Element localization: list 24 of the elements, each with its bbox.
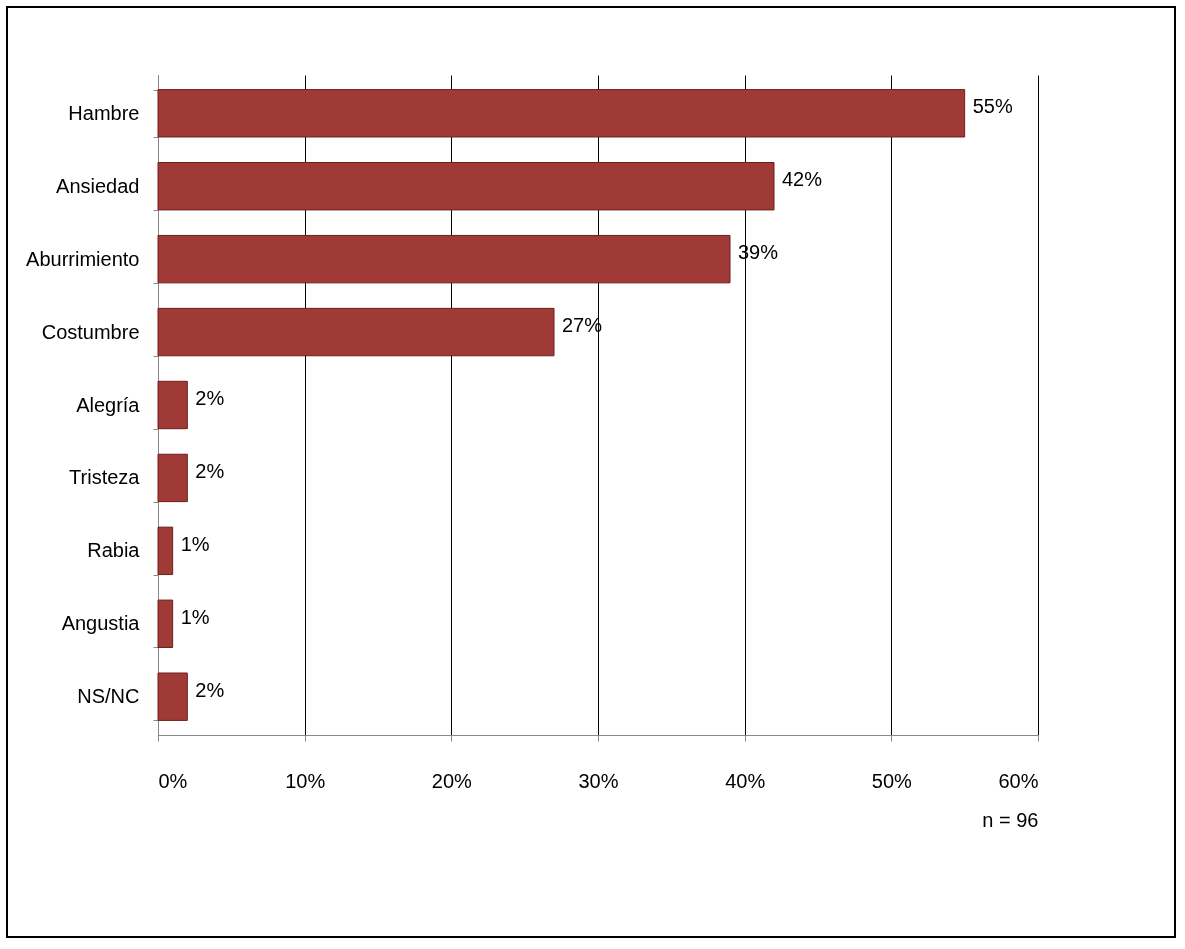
x-tick-label: 30% (578, 769, 619, 792)
y-tick-label: Alegría (76, 393, 141, 416)
data-label: 1% (180, 532, 210, 555)
y-tick-label: Tristeza (69, 466, 141, 489)
y-tick-label: Aburrimiento (26, 247, 140, 270)
y-tick-label: Hambre (68, 101, 140, 124)
y-tick-label: Costumbre (41, 320, 140, 343)
x-tick-label: 10% (285, 769, 326, 792)
y-tick-label: Angustia (61, 612, 141, 635)
x-tick-label: 40% (725, 769, 766, 792)
y-tick-label: NS/NC (77, 685, 140, 708)
x-tick-label: 0% (158, 769, 188, 792)
data-label: 1% (180, 605, 210, 628)
text: n = 96 (982, 809, 1039, 831)
y-tick-label: Ansiedad (56, 174, 140, 197)
y-tick-label: Rabia (87, 539, 141, 562)
data-label: 2% (195, 678, 225, 701)
data-label: 2% (195, 387, 225, 409)
x-tick-label: 20% (431, 769, 473, 792)
data-label: 55% (972, 95, 1013, 118)
data-label: 42% (782, 168, 823, 191)
x-tick-label: 60% (998, 769, 1039, 792)
x-tick-label: 50% (871, 769, 913, 792)
data-label: 2% (195, 459, 225, 482)
